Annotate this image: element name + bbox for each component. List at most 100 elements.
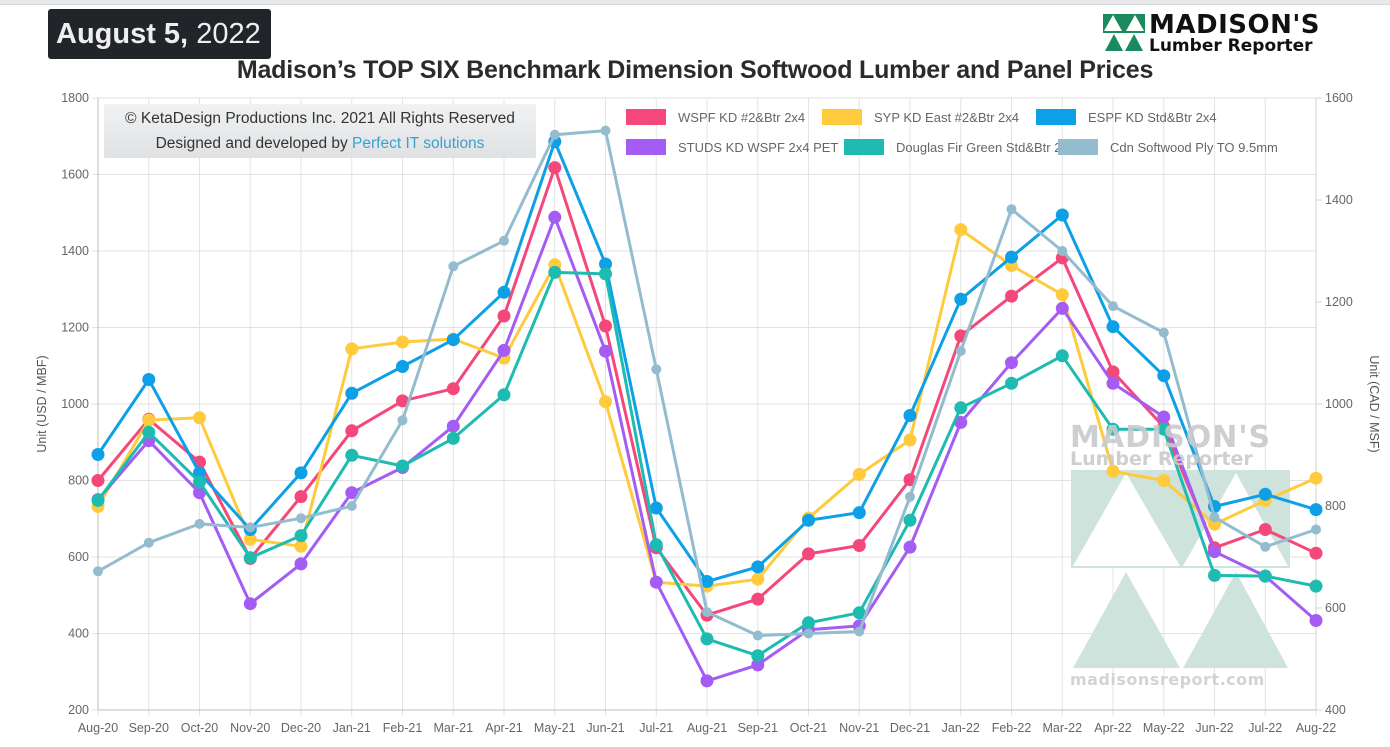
- data-point[interactable]: [751, 560, 765, 574]
- data-point[interactable]: [600, 125, 611, 136]
- data-point[interactable]: [1055, 349, 1069, 363]
- legend-item[interactable]: Douglas Fir Green Std&Btr 2x4: [844, 138, 1075, 156]
- data-point[interactable]: [1309, 614, 1323, 627]
- data-point[interactable]: [1005, 376, 1018, 390]
- data-point[interactable]: [548, 210, 562, 224]
- data-point[interactable]: [497, 343, 511, 357]
- data-point[interactable]: [397, 415, 408, 426]
- data-point[interactable]: [243, 597, 257, 611]
- data-point[interactable]: [751, 572, 765, 586]
- data-point[interactable]: [1258, 523, 1272, 536]
- data-point[interactable]: [852, 506, 866, 520]
- data-point[interactable]: [294, 557, 308, 571]
- data-point[interactable]: [905, 491, 915, 502]
- data-point[interactable]: [294, 539, 308, 553]
- data-point[interactable]: [142, 425, 156, 439]
- data-point[interactable]: [446, 382, 460, 396]
- data-point[interactable]: [193, 475, 206, 489]
- data-point[interactable]: [803, 628, 814, 639]
- data-point[interactable]: [1309, 471, 1323, 485]
- data-point[interactable]: [751, 649, 765, 663]
- data-point[interactable]: [91, 493, 105, 507]
- data-point[interactable]: [91, 474, 105, 487]
- data-point[interactable]: [497, 309, 511, 323]
- data-point[interactable]: [852, 467, 866, 481]
- legend-item[interactable]: Cdn Softwood Ply TO 9.5mm: [1058, 138, 1278, 156]
- data-point[interactable]: [497, 388, 511, 402]
- data-point[interactable]: [700, 575, 714, 588]
- data-point[interactable]: [903, 409, 917, 422]
- legend-item[interactable]: SYP KD East #2&Btr 2x4: [822, 108, 1019, 126]
- data-point[interactable]: [243, 551, 257, 565]
- data-point[interactable]: [854, 626, 865, 637]
- data-point[interactable]: [1108, 301, 1118, 312]
- data-point[interactable]: [345, 424, 359, 438]
- data-point[interactable]: [142, 373, 156, 386]
- data-point[interactable]: [903, 540, 917, 554]
- legend-item[interactable]: STUDS KD WSPF 2x4 PET: [626, 138, 838, 156]
- data-point[interactable]: [954, 292, 968, 306]
- data-point[interactable]: [1309, 503, 1323, 517]
- data-point[interactable]: [599, 395, 612, 409]
- data-point[interactable]: [1157, 410, 1171, 424]
- data-point[interactable]: [396, 394, 409, 408]
- data-point[interactable]: [702, 607, 712, 618]
- data-point[interactable]: [296, 513, 306, 524]
- data-point[interactable]: [1260, 541, 1271, 552]
- data-point[interactable]: [599, 267, 612, 281]
- data-point[interactable]: [599, 319, 612, 333]
- data-point[interactable]: [1106, 464, 1120, 478]
- data-point[interactable]: [802, 513, 815, 527]
- data-point[interactable]: [194, 518, 205, 529]
- data-point[interactable]: [1106, 365, 1120, 379]
- data-point[interactable]: [700, 674, 714, 688]
- data-point[interactable]: [549, 129, 560, 140]
- data-point[interactable]: [345, 448, 359, 462]
- data-point[interactable]: [548, 161, 562, 175]
- data-point[interactable]: [245, 522, 256, 533]
- data-point[interactable]: [193, 411, 206, 425]
- data-point[interactable]: [802, 616, 815, 630]
- data-point[interactable]: [499, 235, 509, 246]
- data-point[interactable]: [955, 346, 966, 356]
- data-point[interactable]: [446, 333, 460, 347]
- data-point[interactable]: [446, 431, 460, 445]
- data-point[interactable]: [1005, 289, 1018, 303]
- data-point[interactable]: [954, 401, 968, 415]
- data-point[interactable]: [91, 448, 105, 461]
- data-point[interactable]: [1208, 545, 1221, 559]
- data-point[interactable]: [345, 386, 359, 400]
- data-point[interactable]: [599, 257, 612, 271]
- data-point[interactable]: [1157, 369, 1171, 383]
- data-point[interactable]: [954, 223, 968, 237]
- data-point[interactable]: [396, 360, 409, 373]
- data-point[interactable]: [700, 632, 714, 646]
- data-point[interactable]: [548, 265, 562, 279]
- data-point[interactable]: [1157, 474, 1171, 487]
- data-point[interactable]: [1157, 422, 1171, 436]
- data-point[interactable]: [143, 537, 154, 548]
- data-point[interactable]: [649, 501, 663, 515]
- data-point[interactable]: [497, 285, 511, 299]
- data-point[interactable]: [396, 335, 409, 349]
- data-point[interactable]: [396, 459, 409, 473]
- data-point[interactable]: [751, 658, 765, 672]
- data-point[interactable]: [1209, 512, 1220, 523]
- data-point[interactable]: [193, 466, 206, 480]
- data-point[interactable]: [243, 532, 257, 546]
- legend-item[interactable]: ESPF KD Std&Btr 2x4: [1036, 108, 1217, 126]
- data-point[interactable]: [446, 419, 460, 433]
- data-point[interactable]: [346, 501, 357, 511]
- data-point[interactable]: [1158, 327, 1169, 338]
- data-point[interactable]: [852, 539, 866, 552]
- data-point[interactable]: [1006, 204, 1017, 215]
- data-point[interactable]: [651, 364, 662, 375]
- data-point[interactable]: [751, 592, 765, 606]
- data-point[interactable]: [1055, 301, 1069, 315]
- data-point[interactable]: [1057, 246, 1068, 256]
- data-point[interactable]: [1106, 320, 1120, 334]
- data-point[interactable]: [599, 344, 612, 358]
- data-point[interactable]: [852, 606, 866, 620]
- data-point[interactable]: [802, 547, 815, 561]
- credits-link[interactable]: Perfect IT solutions: [352, 135, 485, 152]
